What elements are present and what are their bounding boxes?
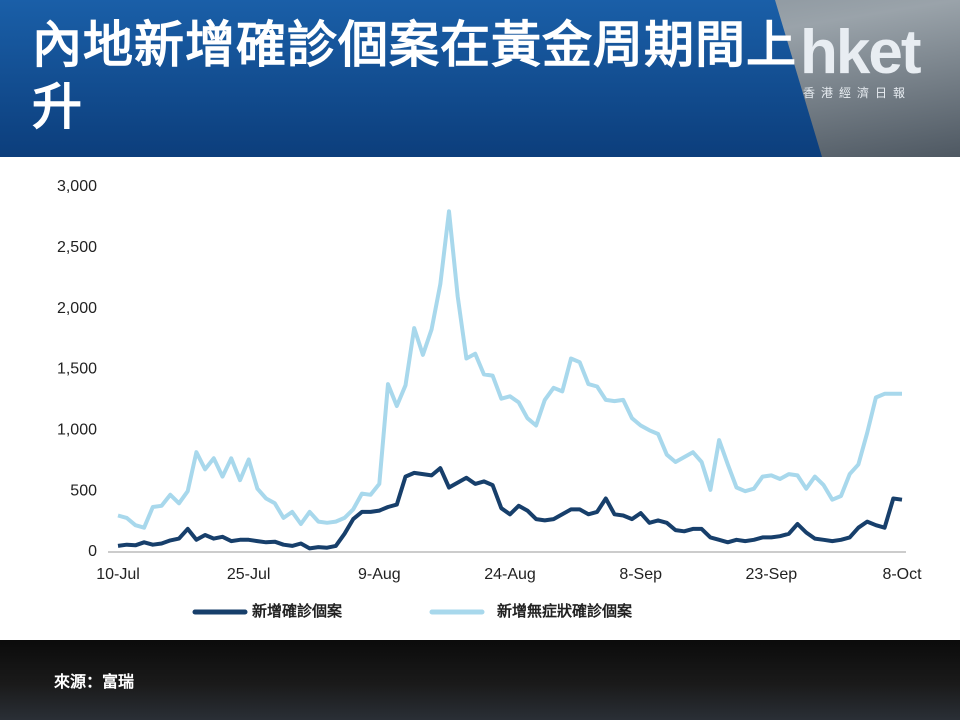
y-tick-label: 0	[88, 543, 97, 560]
source: 來源：富瑞	[54, 674, 135, 691]
y-tick-label: 1,000	[57, 422, 97, 439]
y-tick-label: 2,000	[57, 300, 97, 317]
y-tick-label: 2,500	[57, 239, 97, 256]
x-tick-label: 9-Aug	[358, 566, 401, 583]
legend-label: 新增確診個案	[252, 602, 343, 620]
footer: 來源：富瑞	[0, 640, 960, 720]
chart: 0 500 1,000 1,500 2,000 2,500 3,000 10-Jul 25-Ju…	[57, 178, 922, 620]
header-background	[0, 0, 960, 157]
x-tick-label: 8-Sep	[619, 566, 662, 583]
y-tick-label: 1,500	[57, 361, 97, 378]
series-line	[117, 466, 903, 551]
legend-label: 新增無症狀確診個案	[497, 602, 633, 620]
title: 內地新增確診個案在黃金周期間上升	[32, 17, 797, 135]
logo: hket	[800, 18, 921, 87]
x-tick-label: 24-Aug	[484, 566, 536, 583]
header: 內地新增確診個案在黃金周期間上升 hket 香港經濟日報	[0, 0, 960, 157]
logo-subtitle: 香港經濟日報	[803, 86, 912, 100]
x-tick-label: 23-Sep	[746, 566, 798, 583]
x-tick-label: 8-Oct	[882, 566, 922, 583]
y-tick-label: 3,000	[57, 178, 97, 195]
x-tick-label: 25-Jul	[227, 566, 271, 583]
x-tick-label: 10-Jul	[96, 566, 140, 583]
y-tick-label: 500	[70, 482, 97, 499]
series-line	[117, 209, 902, 530]
